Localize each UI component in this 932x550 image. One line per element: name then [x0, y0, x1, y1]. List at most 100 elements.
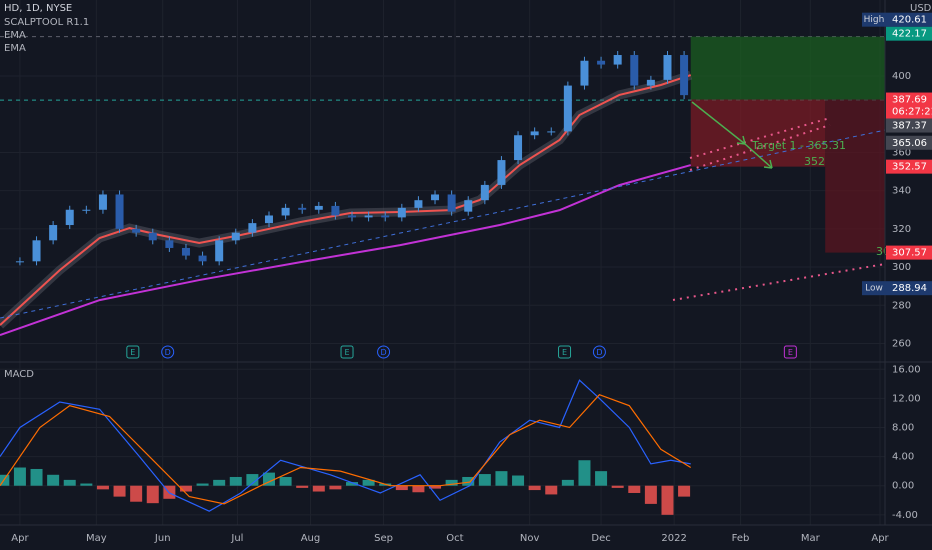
histogram-bar [47, 474, 60, 486]
macd-line [0, 394, 692, 505]
histogram-bar [346, 482, 359, 486]
histogram-bar [229, 476, 242, 486]
candle [414, 200, 423, 208]
indicator: EMA [4, 30, 26, 41]
candle [630, 55, 639, 86]
candle [298, 207, 307, 210]
candle [613, 55, 622, 65]
price-badge [886, 281, 932, 296]
candle [680, 55, 689, 96]
y-tick-label: 0.00 [892, 481, 914, 492]
y-tick-label: 360 [892, 147, 911, 158]
x-tick-label: Apr [871, 533, 889, 544]
histogram-bar [412, 485, 425, 493]
event-marker [592, 345, 606, 359]
price-badge-label: 365.06 [892, 138, 927, 149]
symbol: HD, 1D, NYSE [4, 3, 72, 14]
candle [281, 207, 290, 216]
arrow [691, 101, 746, 145]
event-label: D [380, 348, 386, 357]
candle [431, 194, 440, 201]
histogram-bar [661, 485, 674, 515]
histogram-bar [113, 485, 126, 497]
x-tick-label: Apr [11, 533, 29, 544]
price-badge-label: 352.57 [892, 162, 927, 173]
x-tick-label: Jun [154, 533, 171, 544]
histogram-bar [445, 479, 458, 486]
indicator: EMA [4, 43, 26, 54]
histogram-bar [462, 476, 475, 486]
x-tick-label: 2022 [661, 533, 686, 544]
candle [231, 232, 240, 241]
histogram-bar [80, 483, 93, 486]
event-label: E [788, 348, 793, 357]
price-badge-label: 387.37 [892, 121, 927, 132]
price-badge-label: 307.57 [892, 248, 927, 259]
price-badge [886, 245, 932, 260]
candle [397, 207, 406, 218]
x-tick-label: May [86, 533, 107, 544]
candle [15, 261, 24, 263]
histogram-bar [30, 468, 43, 486]
y-tick-label: 16.00 [892, 364, 921, 375]
histogram-bar [96, 485, 109, 490]
x-tick-label: Mar [801, 533, 821, 544]
price-badge-label: 288.94 [892, 283, 927, 294]
candle [148, 232, 157, 241]
price-badges: 260 280 300 320 340 360 400 Apr May Jun Jul Aug Sep O… [11, 12, 932, 544]
event-marker [783, 345, 797, 359]
histogram-bar [130, 485, 143, 502]
candle [663, 55, 672, 80]
macd-title: MACD [4, 369, 34, 380]
event-label: D [596, 348, 602, 357]
level-tag [862, 12, 886, 27]
position-zone [825, 99, 885, 253]
candle [165, 240, 174, 248]
histogram-bar [262, 472, 275, 486]
histogram-bar [528, 485, 541, 491]
candle [198, 255, 207, 262]
position-zones [690, 36, 885, 253]
x-tick-label: Sep [374, 533, 393, 544]
x-tick-label: Aug [301, 533, 321, 544]
x-tick-label: Feb [732, 533, 750, 544]
histogram-bar [395, 485, 408, 491]
candle [248, 223, 257, 233]
candle [646, 79, 655, 86]
x-tick-label: Oct [446, 533, 463, 544]
histogram-bar [561, 479, 574, 486]
histogram-bar [146, 485, 159, 504]
histogram-bar [595, 471, 608, 486]
x-tick-label: Nov [520, 533, 540, 544]
histogram-bar [246, 474, 259, 486]
histogram-bar [628, 485, 641, 493]
event-marker [377, 345, 391, 359]
y-tick-label: 400 [892, 71, 911, 82]
price-badge-label: 387.69 [892, 95, 927, 106]
candle [497, 160, 506, 185]
y-tick-label: 12.00 [892, 393, 921, 404]
histogram-bar [63, 479, 76, 486]
price-badge [886, 159, 932, 174]
event-marker [126, 345, 140, 359]
candle [264, 215, 273, 224]
event-label: D [165, 348, 171, 357]
price-badge [886, 92, 932, 119]
arrow-head [736, 135, 773, 169]
x-tick-label: Dec [591, 533, 610, 544]
histogram-bar [545, 485, 558, 495]
histogram-bar [329, 485, 342, 490]
candle [82, 209, 91, 211]
candle [464, 200, 473, 212]
ema-line [0, 164, 692, 337]
candle [480, 184, 489, 201]
histogram-bar [578, 460, 591, 486]
ema-line [0, 74, 692, 326]
candle [364, 215, 373, 218]
candle [580, 60, 589, 86]
event-label: E [130, 348, 135, 357]
candle [597, 60, 606, 65]
candle [132, 228, 141, 233]
